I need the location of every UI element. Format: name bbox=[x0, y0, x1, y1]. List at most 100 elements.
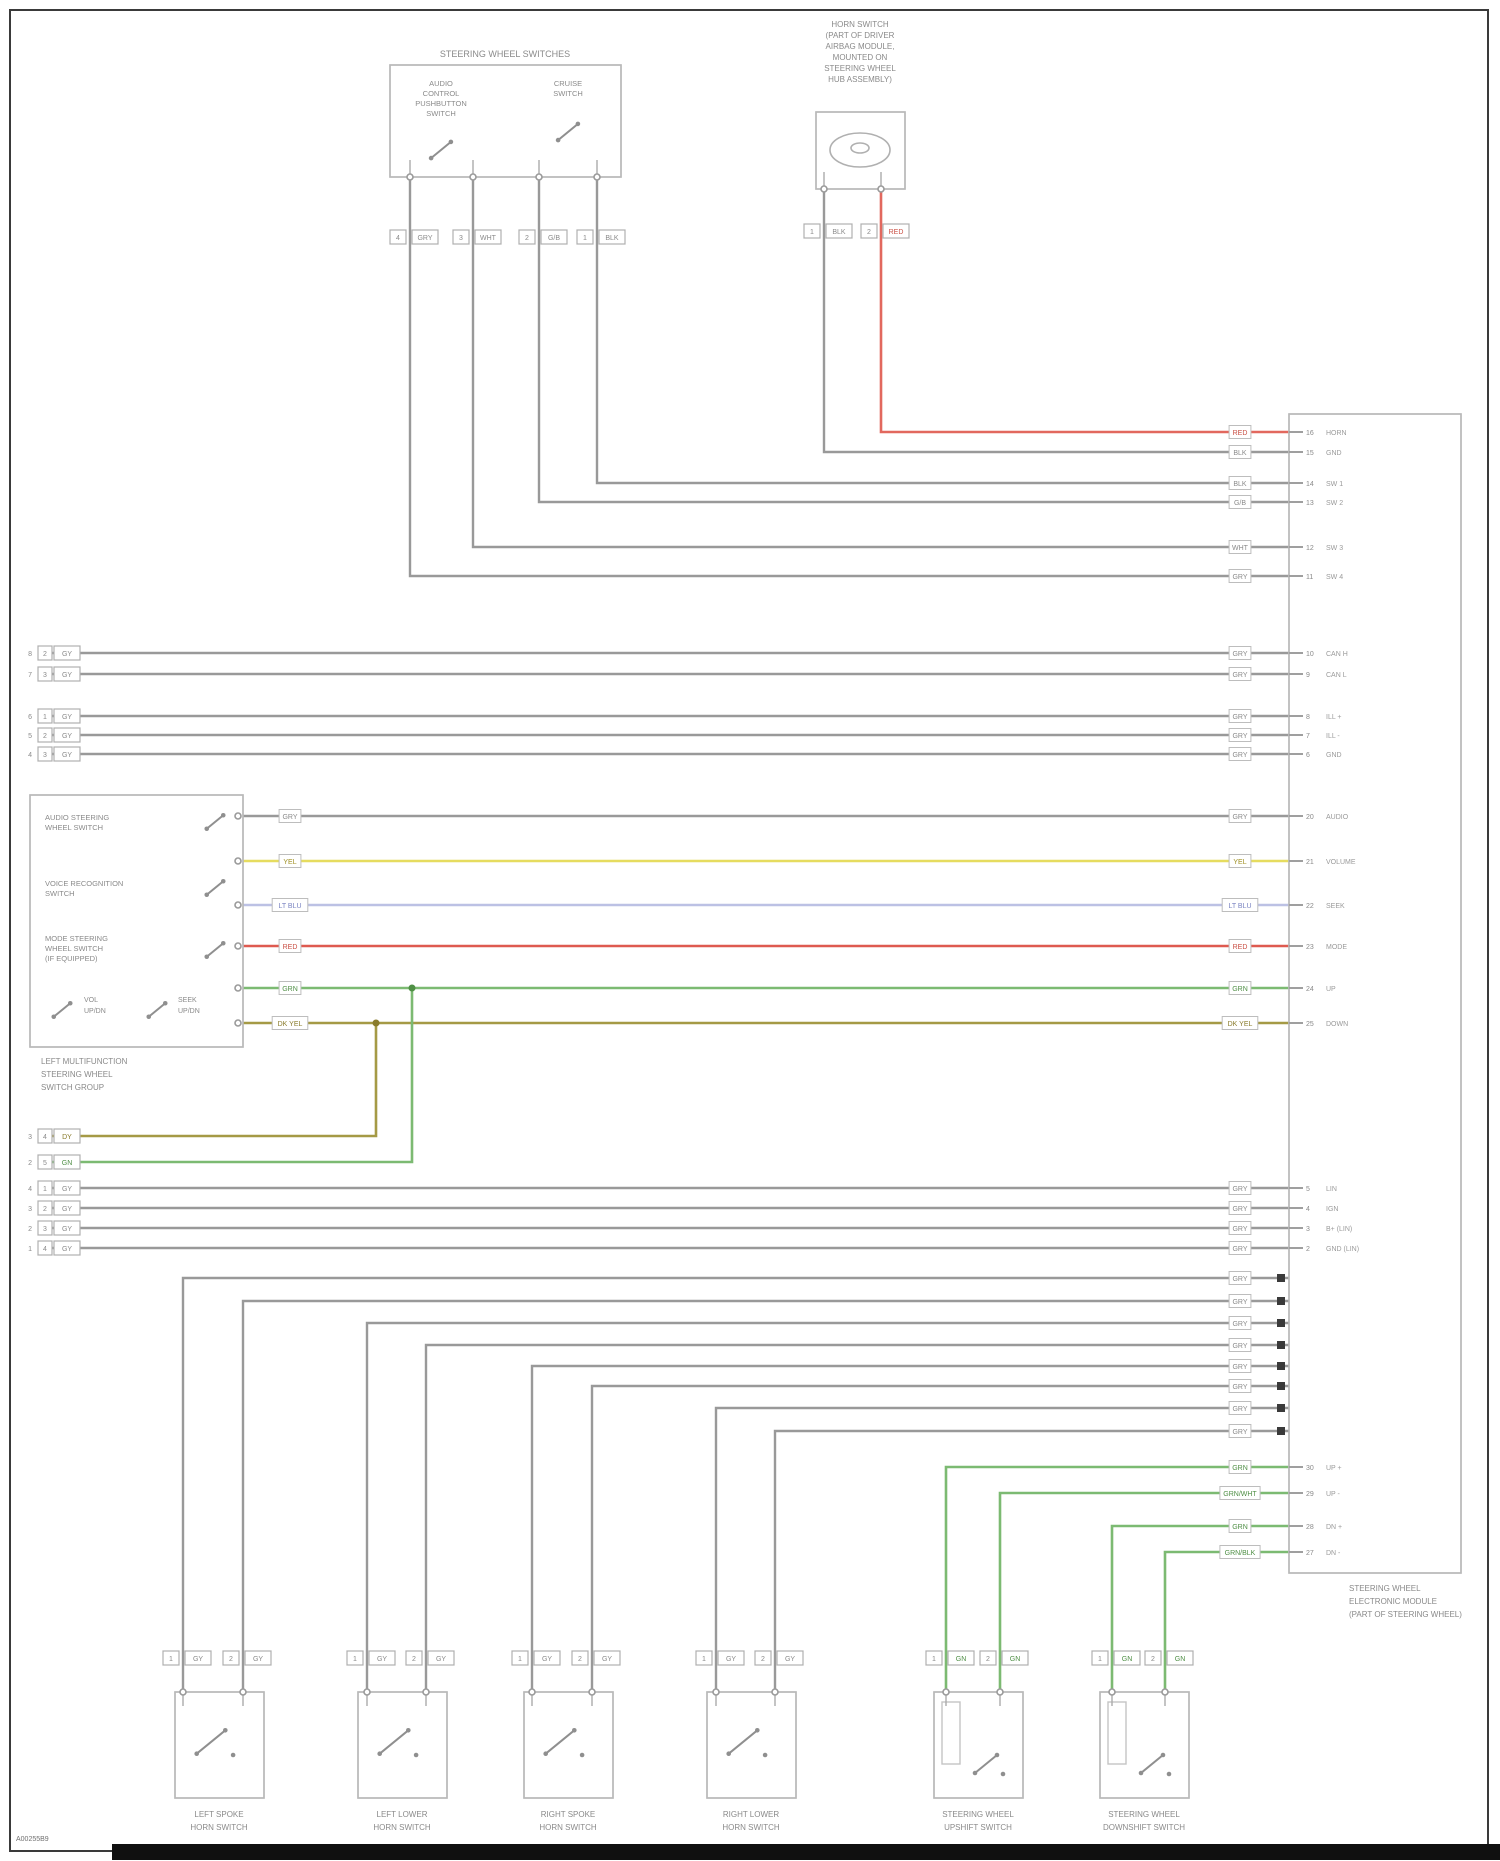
switch-arm bbox=[1140, 1754, 1164, 1774]
wire-color-label-box bbox=[1228, 1181, 1252, 1195]
switch-group-caption: LEFT MULTIFUNCTION bbox=[41, 1057, 128, 1066]
wire-color-label: DK YEL bbox=[278, 1021, 303, 1028]
wire-color-label: RED bbox=[283, 944, 298, 951]
connector-pin-number: 2 bbox=[986, 1656, 990, 1663]
upshift-wire-a bbox=[944, 1465, 1289, 1692]
connector-wire-code: GY bbox=[542, 1656, 552, 1663]
connector-pin-box bbox=[571, 1650, 589, 1666]
contact-dot bbox=[67, 1000, 73, 1006]
switch-arm bbox=[379, 1729, 409, 1755]
connector-wire-code: WHT bbox=[480, 235, 497, 242]
audio-switch-wire-a bbox=[408, 177, 1289, 578]
connector-code-box bbox=[184, 1650, 212, 1666]
label: 2 bbox=[28, 1226, 32, 1233]
connector-wire-code: GY bbox=[253, 1656, 263, 1663]
label: SWITCH GROUP bbox=[41, 1083, 104, 1092]
connector-wire-code: GY bbox=[726, 1656, 736, 1663]
horn-feed-wire-red bbox=[879, 189, 1289, 434]
horn-sw1-wire-b bbox=[241, 1299, 1289, 1692]
switch-arm bbox=[196, 1729, 226, 1755]
cruise-switch-wire-b bbox=[595, 177, 1289, 485]
wire-color-label: WHT bbox=[1232, 545, 1249, 552]
terminal bbox=[234, 901, 242, 909]
connector-wire-code: G/B bbox=[548, 235, 560, 242]
label: HORN SWITCH bbox=[722, 1823, 780, 1832]
wire-color-label: GRY bbox=[1232, 1246, 1247, 1253]
wire-color-label-box bbox=[1228, 1460, 1252, 1474]
pin-signal-name: SW 1 bbox=[1326, 481, 1343, 488]
label: (PART OF STEERING WHEEL) bbox=[1349, 1610, 1462, 1619]
label: SWITCH bbox=[553, 89, 583, 98]
contact-dot bbox=[146, 1014, 152, 1020]
label: (PART OF DRIVER bbox=[826, 31, 895, 40]
wire-color-label: GRY bbox=[1232, 1226, 1247, 1233]
pin-number: 21 bbox=[1306, 859, 1314, 866]
wire-color-label: GRN bbox=[1232, 1465, 1248, 1472]
horn-sw3-wire-b bbox=[590, 1384, 1289, 1692]
label: SEEK bbox=[178, 997, 197, 1004]
connector-wire-code: GY bbox=[62, 1226, 72, 1233]
pin-number: 7 bbox=[1306, 733, 1310, 740]
terminal bbox=[588, 1688, 596, 1696]
wire-color-label-box bbox=[278, 981, 302, 995]
terminal bbox=[996, 1688, 1004, 1696]
connector-code-box bbox=[776, 1650, 804, 1666]
label: 1 bbox=[28, 1246, 32, 1253]
pin-signal-name: DN + bbox=[1326, 1524, 1342, 1531]
connector-code-box bbox=[1001, 1650, 1029, 1666]
horn-sw4-wire-b bbox=[773, 1429, 1289, 1692]
contact-dot bbox=[204, 954, 210, 960]
wire-color-label-box bbox=[1228, 1379, 1252, 1393]
connector-pin-box bbox=[389, 229, 407, 245]
pin-signal-name: SW 4 bbox=[1326, 574, 1343, 581]
wire-color-label-box bbox=[1228, 1221, 1252, 1235]
wire-color-label: GRY bbox=[1232, 1429, 1247, 1436]
connector-pin-box bbox=[37, 1128, 53, 1144]
dkyel-branch-wire bbox=[40, 1023, 378, 1138]
contact-dot bbox=[406, 1728, 411, 1733]
connector-pin-box bbox=[37, 1180, 53, 1196]
switch-arm bbox=[206, 814, 224, 830]
switch-arm bbox=[206, 942, 224, 958]
contact-dot bbox=[543, 1751, 548, 1756]
connector-wire-code: GN bbox=[1175, 1656, 1186, 1663]
connector-pin-box bbox=[925, 1650, 943, 1666]
pin-number: 23 bbox=[1306, 944, 1314, 951]
label: 4 bbox=[28, 752, 32, 759]
right-spoke-horn-switch-box bbox=[523, 1691, 614, 1799]
label: HORN SWITCH bbox=[373, 1823, 431, 1832]
label: ELECTRONIC MODULE bbox=[1349, 1597, 1437, 1606]
connector-pin-number: 2 bbox=[43, 733, 47, 740]
downshift-inner-element bbox=[1107, 1701, 1127, 1765]
terminal bbox=[363, 1688, 371, 1696]
horn-sw2-wire-a bbox=[365, 1321, 1289, 1692]
connector-wire-code: GY bbox=[62, 1246, 72, 1253]
wire-color-label-box bbox=[1228, 1294, 1252, 1308]
pin-signal-name: AUDIO bbox=[1326, 814, 1349, 821]
label: MOUNTED ON bbox=[833, 53, 888, 62]
pin-number: 16 bbox=[1306, 430, 1314, 437]
connector-pin-number: 2 bbox=[578, 1656, 582, 1663]
connector-code-box bbox=[53, 1128, 81, 1144]
connector-pin-number: 4 bbox=[43, 1134, 47, 1141]
pin-signal-name: B+ (LIN) bbox=[1326, 1226, 1352, 1233]
connector-pin-box bbox=[695, 1650, 713, 1666]
connector-pin-number: 1 bbox=[932, 1656, 936, 1663]
connector-code-box bbox=[1113, 1650, 1141, 1666]
connector-code-box bbox=[593, 1650, 621, 1666]
contact-dot bbox=[994, 1752, 1000, 1758]
contact-dot bbox=[194, 1751, 199, 1756]
terminal bbox=[234, 857, 242, 865]
connector-pin-box bbox=[37, 666, 53, 682]
connector-code-box bbox=[598, 229, 626, 245]
pin-signal-name: DN - bbox=[1326, 1550, 1341, 1557]
connector-pin-number: 2 bbox=[761, 1656, 765, 1663]
connector-code-box bbox=[368, 1650, 396, 1666]
pin-signal-name: MODE bbox=[1326, 944, 1347, 951]
terminal bbox=[1161, 1688, 1169, 1696]
contact-dot bbox=[579, 1752, 585, 1758]
terminal bbox=[1108, 1688, 1116, 1696]
connector-pin-number: 1 bbox=[353, 1656, 357, 1663]
contact-dot bbox=[51, 1014, 57, 1020]
